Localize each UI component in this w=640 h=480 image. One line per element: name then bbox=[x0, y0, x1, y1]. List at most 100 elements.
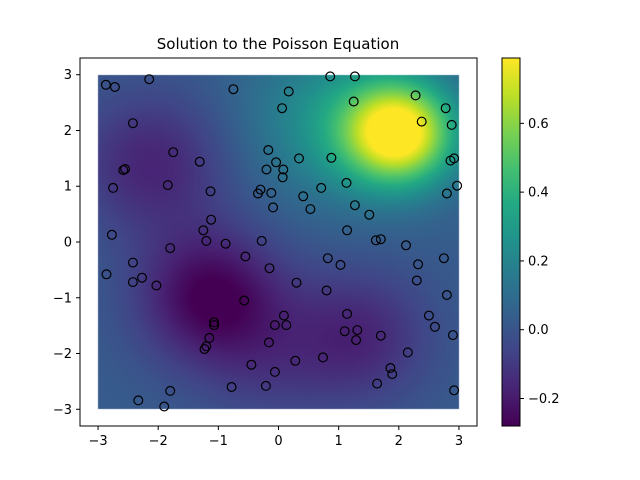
data-point-marker bbox=[298, 191, 309, 202]
data-point-marker bbox=[260, 380, 271, 391]
data-point-marker bbox=[264, 263, 275, 274]
data-point-marker bbox=[162, 180, 173, 191]
data-point-marker bbox=[120, 164, 131, 175]
data-point-marker bbox=[429, 321, 440, 332]
data-point-marker bbox=[268, 202, 279, 213]
data-point-marker bbox=[375, 330, 386, 341]
x-tick-label: 2 bbox=[395, 434, 403, 449]
data-point-marker bbox=[168, 147, 179, 158]
data-point-marker bbox=[342, 225, 353, 236]
data-point-marker bbox=[339, 326, 350, 337]
data-point-marker bbox=[277, 103, 288, 114]
data-point-marker bbox=[335, 259, 346, 270]
data-point-marker bbox=[256, 235, 267, 246]
data-point-marker bbox=[127, 277, 138, 288]
colorbar-tick-label: 0.0 bbox=[528, 323, 549, 338]
colorbar-frame bbox=[501, 57, 521, 427]
data-point-marker bbox=[402, 347, 413, 358]
data-point-marker bbox=[416, 116, 427, 127]
data-point-marker bbox=[228, 84, 239, 95]
x-axis: −3 −2 −1 0 1 2 3 bbox=[88, 426, 463, 449]
marker-layer bbox=[100, 71, 463, 412]
data-point-marker bbox=[294, 153, 305, 164]
data-point-marker bbox=[452, 180, 463, 191]
data-point-marker bbox=[387, 369, 398, 380]
data-point-marker bbox=[144, 74, 155, 85]
colorbar-gradient-container bbox=[502, 58, 520, 426]
data-point-marker bbox=[375, 234, 386, 245]
y-tick-label: 1 bbox=[64, 180, 72, 195]
data-point-marker bbox=[269, 366, 280, 377]
data-point-marker bbox=[349, 71, 360, 82]
data-point-marker bbox=[266, 187, 277, 198]
data-point-marker bbox=[413, 259, 424, 270]
data-point-marker bbox=[278, 164, 289, 175]
data-point-marker bbox=[290, 355, 301, 366]
data-point-marker bbox=[209, 320, 220, 331]
data-point-marker bbox=[255, 184, 266, 195]
data-point-marker bbox=[281, 320, 292, 331]
data-point-marker bbox=[341, 177, 352, 188]
data-point-marker bbox=[106, 229, 117, 240]
colorbar-gradient bbox=[502, 58, 520, 426]
x-tick-label: 1 bbox=[335, 434, 343, 449]
x-tick-label: −1 bbox=[209, 434, 228, 449]
data-point-marker bbox=[446, 119, 457, 130]
data-point-marker bbox=[209, 317, 220, 328]
x-tick-label: −2 bbox=[149, 434, 168, 449]
colorbar-tick-label: 0.2 bbox=[528, 254, 549, 269]
data-point-marker bbox=[411, 275, 422, 286]
data-point-marker bbox=[263, 145, 274, 156]
data-point-marker bbox=[239, 295, 250, 306]
data-point-marker bbox=[206, 214, 217, 225]
chart-title: Solution to the Poisson Equation bbox=[157, 35, 399, 53]
data-point-marker bbox=[108, 182, 119, 193]
data-point-marker bbox=[326, 152, 337, 163]
data-point-marker bbox=[385, 363, 396, 374]
data-point-marker bbox=[101, 269, 112, 280]
colorbar-tick-label: 0.6 bbox=[528, 117, 549, 132]
data-point-marker bbox=[440, 103, 451, 114]
data-point-marker bbox=[449, 385, 460, 396]
data-point-marker bbox=[305, 204, 316, 215]
data-point-marker bbox=[321, 285, 332, 296]
data-point-marker bbox=[423, 310, 434, 321]
x-tick-label: 0 bbox=[274, 434, 282, 449]
data-point-marker bbox=[194, 156, 205, 167]
x-tick-label: −3 bbox=[88, 434, 107, 449]
data-point-marker bbox=[441, 188, 452, 199]
data-point-marker bbox=[322, 253, 333, 264]
data-point-marker bbox=[159, 401, 170, 412]
data-point-marker bbox=[447, 330, 458, 341]
data-point-marker bbox=[220, 238, 231, 249]
y-tick-label: 3 bbox=[64, 68, 72, 83]
data-point-marker bbox=[372, 378, 383, 389]
data-point-marker bbox=[133, 395, 144, 406]
data-point-marker bbox=[278, 310, 289, 321]
data-point-marker bbox=[342, 308, 353, 319]
data-point-marker bbox=[240, 251, 251, 262]
data-point-marker bbox=[165, 243, 176, 254]
data-point-marker bbox=[401, 240, 412, 251]
data-point-marker bbox=[364, 209, 375, 220]
data-point-marker bbox=[246, 359, 257, 370]
data-point-marker bbox=[109, 81, 120, 92]
data-point-marker bbox=[269, 320, 280, 331]
data-point-marker bbox=[198, 225, 209, 236]
data-point-marker bbox=[263, 337, 274, 348]
data-point-marker bbox=[271, 157, 282, 168]
heatmap-field-container bbox=[80, 58, 477, 426]
data-point-marker bbox=[151, 280, 162, 291]
y-axis: −3 −2 −1 0 1 2 3 bbox=[53, 68, 80, 418]
data-point-marker bbox=[441, 290, 452, 301]
x-tick-label: 3 bbox=[455, 434, 463, 449]
data-point-marker bbox=[226, 382, 237, 393]
data-point-marker bbox=[352, 325, 363, 336]
data-point-marker bbox=[348, 96, 359, 107]
data-point-marker bbox=[137, 272, 148, 283]
data-point-marker bbox=[199, 344, 210, 355]
y-tick-label: 0 bbox=[64, 236, 72, 251]
data-point-marker bbox=[351, 335, 362, 346]
data-point-marker bbox=[127, 118, 138, 129]
data-point-marker bbox=[100, 79, 111, 90]
